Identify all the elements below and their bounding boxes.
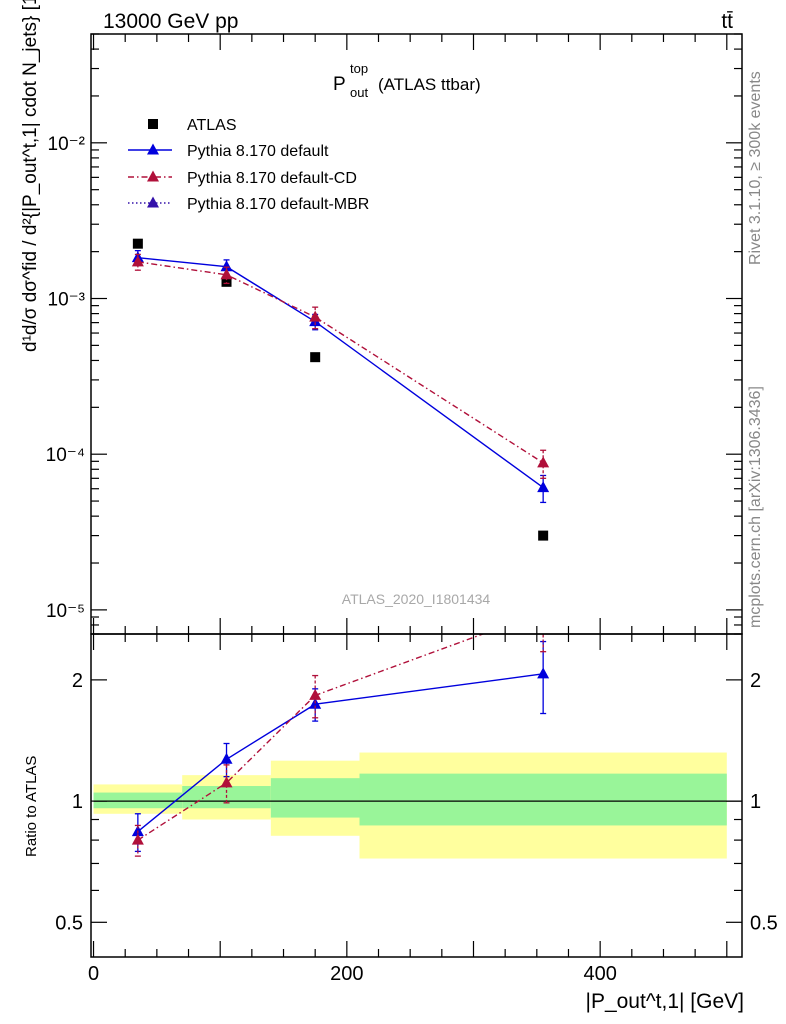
- atlas-marker: [310, 352, 321, 363]
- x-tick-label: 0: [88, 963, 99, 985]
- y-tick-label: 10⁻⁴: [46, 445, 85, 466]
- main-plot-data: [131, 238, 550, 541]
- ratio-bands: [93, 752, 742, 859]
- ratio-line-0: [137, 673, 544, 833]
- ratio-marker-1: [537, 605, 549, 616]
- legend-label: Pythia 8.170 default: [187, 143, 329, 160]
- series-marker-2: [131, 255, 144, 267]
- band-inner: [93, 792, 183, 809]
- plot-title: P top out (ATLAS ttbar): [333, 61, 481, 100]
- series-marker-2: [309, 310, 322, 322]
- ratio-marker-1: [309, 688, 322, 700]
- ratio-y-tick-label-right: 0.5: [750, 912, 778, 934]
- ratio-marker-1: [131, 833, 144, 845]
- series-marker-1: [537, 481, 550, 493]
- atlas-marker: [221, 276, 232, 287]
- ratio-plot-data: [131, 605, 550, 857]
- ratio-plot-frame: [90, 633, 743, 958]
- x-tick-label: 400: [583, 963, 616, 985]
- plot-title-main: P: [333, 74, 346, 95]
- band-inner: [359, 773, 727, 826]
- ratio-y-tick-label-right: 1: [750, 791, 761, 813]
- y-axis-main-label: d¹d/σ dσ^fid / d²{|P_out^t,1| cdot N_jet…: [20, 0, 41, 352]
- rivet-label: Rivet 3.1.10, ≥ 300k events: [747, 71, 764, 265]
- plot-title-sup: top: [350, 61, 368, 76]
- axis-ticks: 10⁻⁵ 10⁻⁴ 10⁻³ 10⁻² 0.5 0.5 1 1 2 2 0 200 400: [46, 33, 778, 985]
- y-tick-label: 10⁻³: [48, 290, 86, 311]
- legend-label: ATLAS: [187, 117, 237, 134]
- legend-marker: [147, 196, 159, 208]
- ratio-line-1: [137, 634, 485, 841]
- ratio-y-tick-label: 1: [72, 791, 83, 813]
- legend-marker-atlas: [148, 119, 158, 129]
- plot-title-sub: out: [350, 85, 368, 100]
- analysis-id: ATLAS_2020_I1801434: [342, 591, 491, 607]
- series-line-1: [137, 256, 544, 489]
- process-label: tt̄: [721, 10, 733, 33]
- mcplots-label: mcplots.cern.ch [arXiv:1306.3436]: [747, 386, 764, 628]
- ratio-y-tick-label-right: 2: [750, 670, 761, 692]
- y-tick-label: 10⁻⁵: [46, 601, 85, 622]
- band-inner: [270, 778, 360, 818]
- ratio-y-tick-label: 0.5: [55, 912, 83, 934]
- series-line-2: [137, 261, 544, 464]
- series-marker-1: [220, 260, 233, 272]
- ratio-marker-0: [537, 667, 550, 679]
- legend-label: Pythia 8.170 default-CD: [187, 170, 357, 187]
- energy-label: 13000 GeV pp: [103, 10, 238, 33]
- legend-label: Pythia 8.170 default-MBR: [187, 196, 369, 213]
- ratio-marker-1: [220, 776, 233, 788]
- y-axis-ratio-label: Ratio to ATLAS: [23, 756, 40, 857]
- ratio-marker-0: [220, 752, 233, 764]
- atlas-marker: [132, 238, 143, 249]
- ratio-y-tick-label: 2: [72, 670, 83, 692]
- y-tick-label: 10⁻²: [48, 134, 86, 155]
- series-marker-2: [537, 456, 550, 468]
- series-marker-2: [220, 268, 233, 280]
- x-axis-label: |P_out^t,1| [GeV]: [585, 990, 744, 1013]
- plot-title-suffix: (ATLAS ttbar): [378, 75, 481, 94]
- legend-marker: [147, 143, 159, 155]
- x-tick-label: 200: [330, 963, 363, 985]
- atlas-marker: [538, 530, 549, 541]
- legend: ATLAS Pythia 8.170 default Pythia 8.170 de…: [128, 117, 369, 213]
- legend-marker: [147, 170, 159, 182]
